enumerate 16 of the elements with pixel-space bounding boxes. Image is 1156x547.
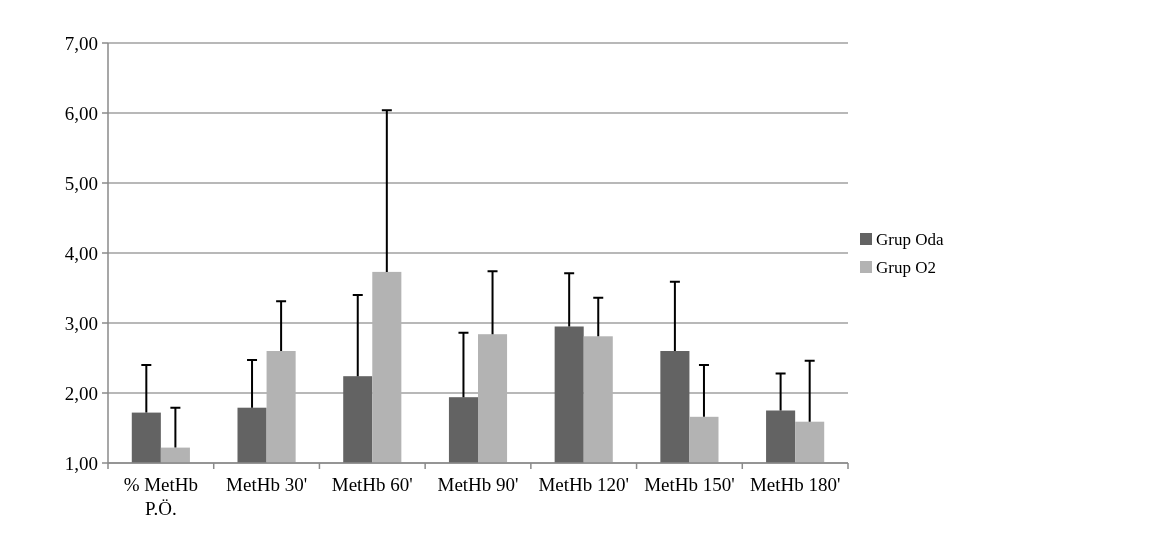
- x-tick-label: MetHb 120': [538, 474, 629, 495]
- y-tick-label: 5,00: [64, 172, 98, 194]
- x-tick-label: MetHb 150': [644, 474, 735, 495]
- x-tick-label: % MetHb P.Ö.: [123, 474, 199, 519]
- y-tick-label: 3,00: [64, 312, 98, 334]
- x-tick-label: MetHb 60': [331, 474, 413, 495]
- y-tick-label: 6,00: [64, 102, 98, 124]
- y-tick-label: 1,00: [64, 452, 98, 474]
- legend-label: Grup Oda: [876, 229, 944, 249]
- y-tick-label: 7,00: [64, 32, 98, 54]
- x-tick-label: MetHb 90': [437, 474, 519, 495]
- legend-label: Grup O2: [876, 257, 936, 277]
- y-tick-label: 4,00: [64, 242, 98, 264]
- x-tick-label: MetHb 30': [226, 474, 308, 495]
- x-tick-label: MetHb 180': [749, 474, 841, 495]
- y-tick-label: 2,00: [64, 382, 98, 404]
